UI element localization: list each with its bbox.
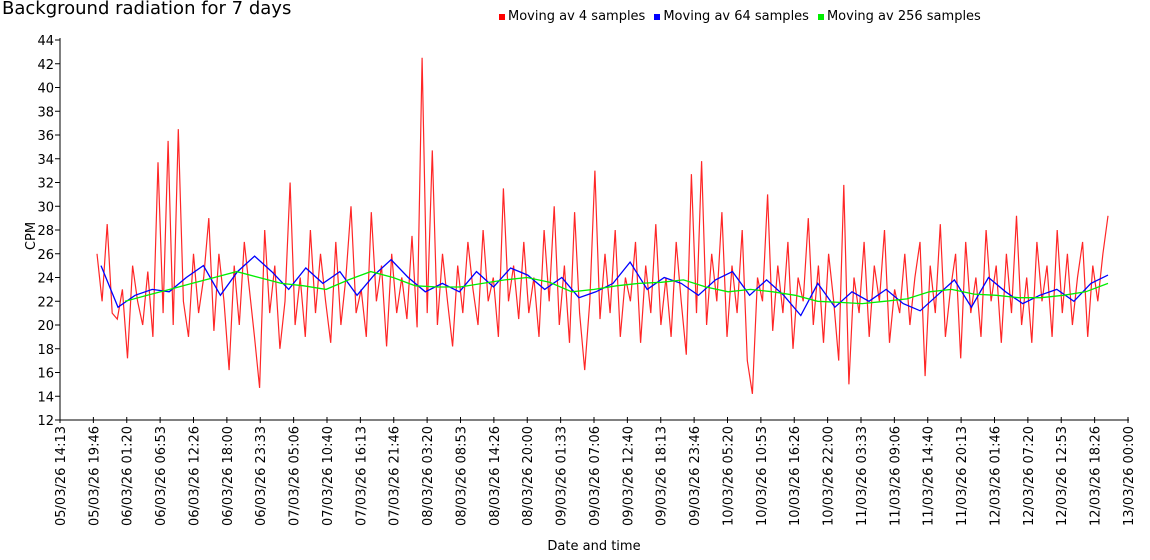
x-tick-label: 12/03/26 12:53 — [1055, 426, 1070, 526]
x-tick-label: 09/03/26 23:46 — [688, 426, 703, 526]
x-tick-label: 09/03/26 07:06 — [588, 426, 603, 526]
x-tick-label: 05/03/26 19:46 — [87, 426, 102, 526]
legend-swatch-green — [817, 13, 824, 20]
x-tick-label: 11/03/26 20:13 — [955, 426, 970, 526]
series-line-3 — [124, 270, 1109, 305]
x-tick-label: 06/03/26 12:26 — [187, 426, 202, 526]
chart-title: Background radiation for 7 days — [2, 0, 292, 19]
x-tick-label: 13/03/26 00:00 — [1122, 426, 1137, 526]
x-tick-label: 11/03/26 09:06 — [888, 426, 903, 526]
y-tick-label: 22 — [37, 295, 54, 310]
legend: Moving av 4 samples Moving av 64 samples… — [499, 9, 981, 24]
y-tick-label: 14 — [37, 390, 54, 405]
x-tick-label: 09/03/26 18:13 — [655, 426, 670, 526]
x-tick-label: 10/03/26 10:53 — [755, 426, 770, 526]
y-tick-label: 40 — [37, 82, 54, 97]
legend-item-64-samples: Moving av 64 samples — [654, 9, 809, 24]
legend-label: Moving av 4 samples — [508, 9, 646, 24]
x-tick-label: 06/03/26 01:20 — [121, 426, 136, 526]
y-tick-label: 28 — [37, 224, 54, 239]
legend-swatch-blue — [654, 13, 661, 20]
x-tick-label: 12/03/26 07:20 — [1022, 426, 1037, 526]
legend-label: Moving av 256 samples — [826, 9, 981, 24]
y-tick-label: 34 — [37, 153, 54, 168]
x-tick-label: 08/03/26 08:53 — [454, 426, 469, 526]
y-tick-label: 24 — [37, 272, 54, 287]
x-tick-label: 05/03/26 14:13 — [54, 426, 69, 526]
y-tick-label: 32 — [37, 177, 54, 192]
x-tick-label: 08/03/26 20:00 — [521, 426, 536, 526]
legend-label: Moving av 64 samples — [663, 9, 809, 24]
y-tick-label: 12 — [37, 414, 54, 429]
x-tick-label: 07/03/26 21:46 — [388, 426, 403, 526]
x-tick-label: 12/03/26 01:46 — [988, 426, 1003, 526]
y-tick-label: 36 — [37, 129, 54, 144]
y-tick-label: 18 — [37, 343, 54, 358]
y-tick-label: 26 — [37, 248, 54, 263]
y-tick-label: 38 — [37, 105, 54, 120]
legend-item-256-samples: Moving av 256 samples — [817, 9, 981, 24]
y-tick-label: 42 — [37, 58, 54, 73]
x-tick-label: 10/03/26 16:26 — [788, 426, 803, 526]
x-tick-label: 11/03/26 03:33 — [855, 426, 870, 526]
x-tick-label: 07/03/26 10:40 — [321, 426, 336, 526]
y-tick-label: 20 — [37, 319, 54, 334]
x-tick-label: 10/03/26 05:20 — [721, 426, 736, 526]
x-tick-label: 07/03/26 16:13 — [354, 426, 369, 526]
x-tick-label: 06/03/26 23:33 — [254, 426, 269, 526]
y-tick-label: 44 — [37, 34, 54, 49]
y-axis-label: CPM — [24, 222, 39, 250]
series-line-1 — [96, 57, 1109, 394]
legend-swatch-red — [499, 13, 505, 20]
legend-item-4-samples: Moving av 4 samples — [499, 9, 645, 24]
x-tick-label: 09/03/26 12:40 — [621, 426, 636, 526]
x-axis-label: Date and time — [547, 539, 640, 554]
x-tick-label: 10/03/26 22:00 — [822, 426, 837, 526]
x-tick-label: 12/03/26 18:26 — [1089, 426, 1104, 526]
x-tick-label: 11/03/26 14:40 — [922, 426, 937, 526]
y-tick-label: 30 — [37, 200, 54, 215]
x-tick-label: 08/03/26 14:26 — [488, 426, 503, 526]
x-tick-label: 09/03/26 01:33 — [555, 426, 570, 526]
y-tick-label: 16 — [37, 367, 54, 382]
x-tick-label: 07/03/26 05:06 — [288, 426, 303, 526]
x-tick-label: 08/03/26 03:20 — [421, 426, 436, 526]
x-tick-label: 06/03/26 18:00 — [221, 426, 236, 526]
x-tick-label: 06/03/26 06:53 — [154, 426, 169, 526]
